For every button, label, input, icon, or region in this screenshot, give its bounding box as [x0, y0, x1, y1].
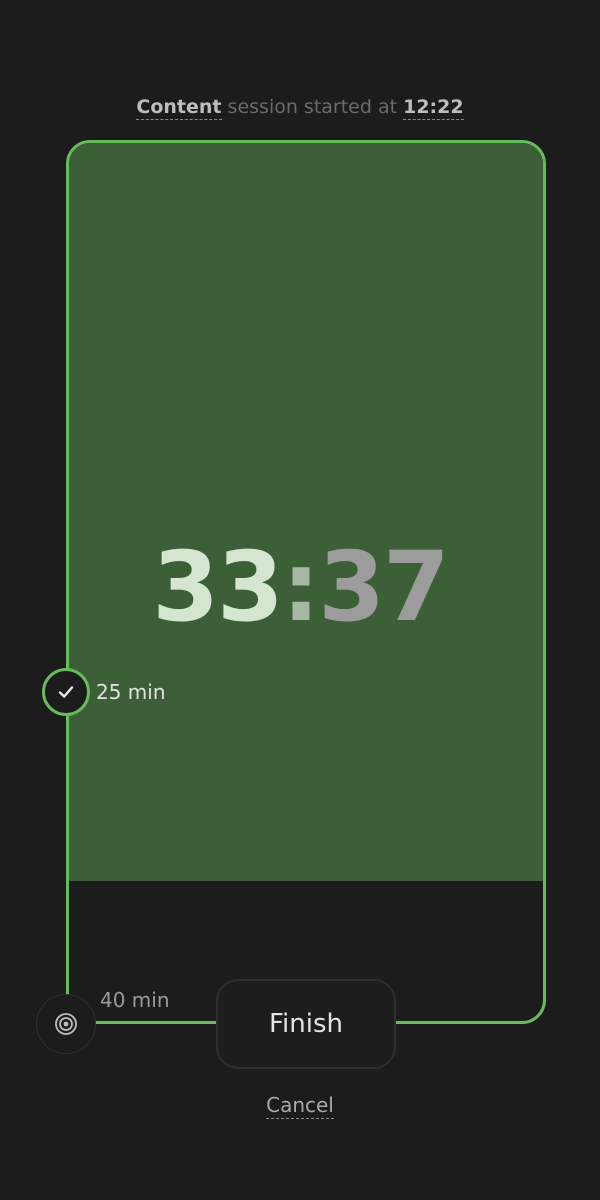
finish-button[interactable]: Finish — [216, 979, 396, 1069]
start-time-toggle[interactable]: 12:22 — [403, 96, 464, 120]
session-header-text: session started at — [221, 96, 404, 118]
milestone-goal-label: 40 min — [100, 988, 170, 1012]
milestone-completed-marker — [42, 668, 90, 716]
session-type-toggle[interactable]: Content — [136, 96, 222, 120]
target-icon — [55, 1013, 77, 1035]
session-progress-frame — [66, 140, 546, 1024]
milestone-completed-label: 25 min — [96, 680, 166, 704]
session-header: Content session started at 12:22 — [0, 94, 600, 120]
cancel-row: Cancel — [0, 1092, 600, 1119]
timer-separator: : — [281, 531, 320, 643]
progress-fill — [69, 143, 543, 881]
timer-minutes: 33 — [152, 531, 284, 643]
goal-marker-button[interactable] — [36, 994, 96, 1054]
timer-seconds: 37 — [318, 531, 450, 643]
check-icon — [58, 686, 74, 698]
cancel-link[interactable]: Cancel — [266, 1093, 334, 1119]
session-timer: 33:37 — [0, 532, 600, 642]
